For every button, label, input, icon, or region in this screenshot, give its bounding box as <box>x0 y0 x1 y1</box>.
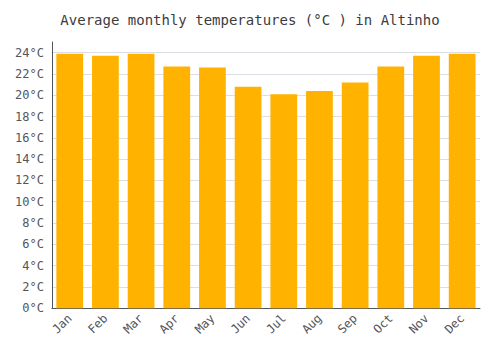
svg-text:18°C: 18°C <box>15 110 44 124</box>
svg-text:16°C: 16°C <box>15 131 44 145</box>
svg-text:Average monthly temperatures (: Average monthly temperatures (°C ) in Al… <box>60 12 439 28</box>
svg-text:10°C: 10°C <box>15 195 44 209</box>
svg-text:Jan: Jan <box>49 311 74 336</box>
svg-text:Dec: Dec <box>442 311 467 336</box>
svg-text:Sep: Sep <box>335 311 360 336</box>
svg-text:14°C: 14°C <box>15 152 44 166</box>
svg-text:22°C: 22°C <box>15 67 44 81</box>
svg-text:Mar: Mar <box>121 311 146 336</box>
svg-text:4°C: 4°C <box>22 259 44 273</box>
svg-text:May: May <box>192 311 217 336</box>
svg-text:Oct: Oct <box>371 311 396 336</box>
svg-text:Feb: Feb <box>85 311 110 336</box>
svg-text:Apr: Apr <box>156 311 181 336</box>
svg-text:Nov: Nov <box>406 311 431 336</box>
svg-text:12°C: 12°C <box>15 173 44 187</box>
svg-text:Jun: Jun <box>228 311 253 336</box>
svg-text:24°C: 24°C <box>15 46 44 60</box>
svg-text:20°C: 20°C <box>15 88 44 102</box>
svg-text:8°C: 8°C <box>22 216 44 230</box>
svg-text:Jul: Jul <box>264 311 289 336</box>
svg-text:Aug: Aug <box>299 311 324 336</box>
svg-text:0°C: 0°C <box>22 301 44 315</box>
svg-text:2°C: 2°C <box>22 280 44 294</box>
svg-text:6°C: 6°C <box>22 237 44 251</box>
